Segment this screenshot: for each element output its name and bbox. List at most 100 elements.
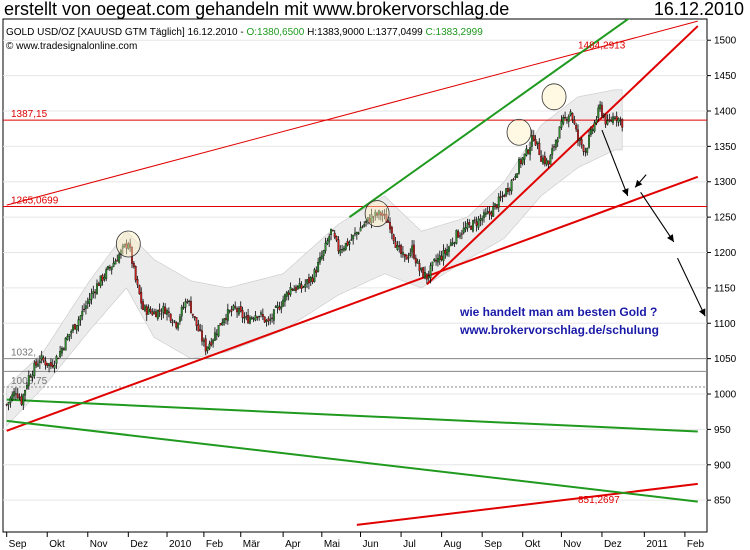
candle-body [252,318,255,320]
candle-body [328,236,331,242]
candle-body [490,212,493,216]
candle-body [5,404,8,406]
candle-body [588,135,591,148]
candle-body [361,226,364,228]
candle-body [613,117,616,119]
candle-body [254,315,257,321]
chart-header-title: erstellt von oegeat.com gehandeln mit ww… [4,0,510,19]
candle-body [348,241,351,245]
x-tick-label: Dez [604,539,622,550]
candle-body [516,173,519,178]
candle-body [599,104,602,109]
candle-body [444,249,447,254]
candle-body [123,244,126,247]
y-tick-label: 1500 [714,36,737,47]
candle-body [494,203,497,206]
candle-body [530,135,533,147]
candle-body [350,239,353,241]
candle-body [355,232,358,235]
candle-body [11,394,14,401]
trendline-1 [426,25,699,286]
candle-body [230,309,233,312]
candle-body [418,262,421,272]
candle-body [545,159,548,165]
candle-body [560,121,563,128]
candle-body [107,266,109,270]
candle-body [204,338,207,352]
candle-body [449,242,452,247]
candle-body [610,120,613,122]
candle-body [108,267,111,269]
x-tick-label: Jul [403,539,416,550]
y-tick-label: 850 [714,496,731,507]
candle-body [521,157,524,164]
candle-body [416,260,419,264]
forecast-arrow-head-1 [635,179,643,188]
candle-body [291,288,294,291]
candle-body [455,229,458,244]
candle-body [440,255,443,260]
candle-body [201,330,203,342]
candle-body [64,337,67,351]
candle-body [501,195,504,197]
candle-body [597,107,600,118]
candle-body [42,357,45,361]
candle-body [221,322,224,326]
candle-body [289,287,292,295]
candle-body [243,317,246,319]
candle-body [602,115,605,117]
candle-body [44,360,47,366]
candle-body [311,277,314,283]
trendline-3 [356,482,698,526]
candle-body [164,306,167,315]
chart-header-date: 16.12.2010 [653,0,744,19]
candle-body [151,311,154,315]
candle-body [320,255,323,259]
candle-body [368,218,371,223]
trendline-5 [6,398,698,433]
candle-body [486,211,489,213]
candle-body [492,206,495,217]
y-tick-label: 900 [714,460,731,471]
annotation-value-0: 1484,2913 [578,41,626,52]
candle-body [354,232,356,235]
candle-body [471,220,474,232]
candle-body [446,249,449,256]
candle-body [9,397,12,403]
candle-body [202,339,205,342]
candle-body [510,180,513,192]
candle-body [335,235,338,241]
candle-body [295,286,297,291]
candle-body [263,316,266,323]
candle-body [232,305,235,310]
instrument-info-line: GOLD USD/OZ [XAUUSD GTM Täglich] 16.12.2… [6,27,483,38]
candle-body [370,214,373,223]
candle-body [24,390,27,396]
candle-body [94,291,97,293]
candle-body [223,318,226,323]
candle-body [448,246,450,252]
candle-body [35,361,38,366]
candle-body [116,259,119,262]
instrument-name: GOLD USD/OZ [XAUUSD GTM Täglich] 16.12.2… [6,27,246,38]
candle-body [147,307,150,315]
candle-body [331,230,334,232]
candle-body [381,213,384,217]
candle-body [61,347,63,354]
candle-body [394,241,397,248]
candle-body [70,331,73,334]
candle-body [234,306,237,308]
candle-body [573,119,576,124]
trendline-4 [348,19,630,218]
candle-body [68,333,71,337]
ohlc-high: H:1383,9000 [307,27,367,38]
candle-body [206,346,209,351]
candle-body [166,310,168,315]
candle-body [274,306,277,308]
candle-body [190,301,192,314]
candle-body [333,232,336,238]
candle-body [112,262,115,267]
candle-body [466,223,469,229]
candle-body [525,148,528,156]
x-tick-label: Nov [90,539,108,550]
